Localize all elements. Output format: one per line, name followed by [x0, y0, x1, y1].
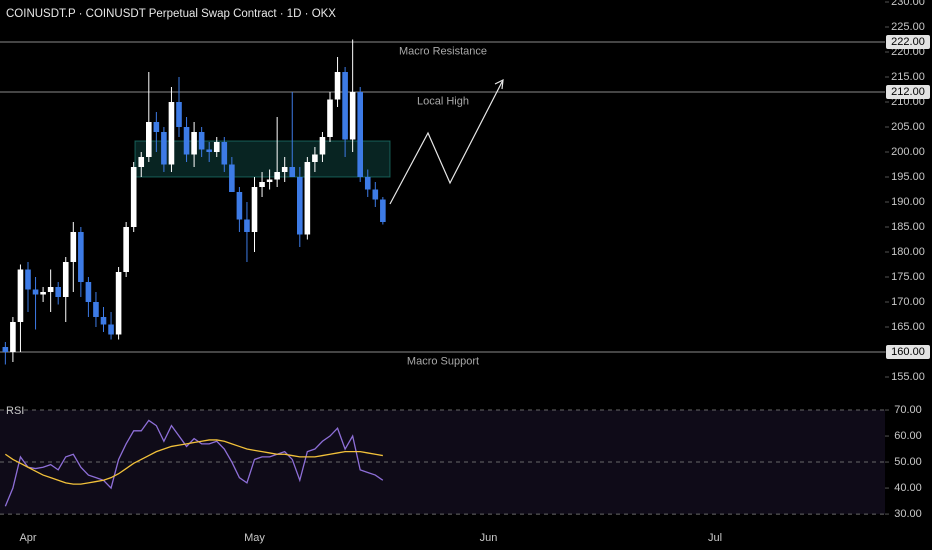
candle-body — [62, 262, 69, 297]
candle-body — [153, 122, 160, 132]
candle-body — [115, 272, 122, 335]
candle-body — [319, 137, 326, 155]
candle-body — [198, 132, 205, 150]
price-label-box — [886, 85, 930, 99]
candle-body — [17, 269, 24, 322]
candle-body — [176, 102, 182, 127]
candle-body — [221, 142, 228, 165]
y-tick-label: 190.00 — [891, 196, 925, 208]
candle-body — [10, 322, 16, 352]
y-tick-label: 225.00 — [891, 21, 925, 33]
x-tick-label: Apr — [19, 532, 36, 544]
candle-body — [236, 192, 243, 220]
candle-body — [100, 317, 107, 325]
candle-body — [289, 167, 296, 177]
y-tick-label: 40.00 — [894, 482, 922, 494]
candle-body — [78, 232, 84, 282]
candle-body — [327, 99, 333, 137]
candle-body — [55, 287, 61, 297]
candle-body — [138, 157, 145, 167]
candle-body — [130, 167, 137, 227]
candle-body — [266, 179, 273, 182]
y-tick-label: 205.00 — [891, 121, 925, 133]
y-tick-label: 175.00 — [891, 271, 925, 283]
candle-body — [108, 324, 114, 335]
candle-body — [304, 162, 311, 235]
y-tick-label: 230.00 — [891, 0, 925, 8]
candle-body — [2, 347, 9, 352]
candle-body — [312, 154, 318, 162]
rsi-line — [4, 419, 384, 507]
chart-title: COINUSDT.P · COINUSDT Perpetual Swap Con… — [6, 8, 336, 20]
y-tick-label: 200.00 — [891, 146, 925, 158]
candle-body — [206, 149, 212, 152]
layer-labels: 230.00225.00220.00215.00210.00205.00200.… — [19, 0, 930, 544]
y-tick-label: 170.00 — [891, 296, 925, 308]
y-tick-label: 215.00 — [891, 71, 925, 83]
candle-body — [251, 187, 258, 232]
candle-body — [281, 167, 288, 172]
candle-body — [297, 177, 303, 235]
candle-body — [146, 122, 152, 157]
supply-zone — [134, 140, 391, 178]
price-label: 212.00 — [891, 86, 925, 98]
y-tick-label: 50.00 — [894, 456, 922, 468]
price-label: 222.00 — [891, 36, 925, 48]
y-tick-label: 30.00 — [894, 508, 922, 520]
candle-body — [364, 177, 371, 190]
candle-body — [183, 127, 190, 155]
candle-body — [47, 287, 54, 292]
level-text: Macro Support — [407, 355, 479, 367]
x-tick-label: Jun — [480, 532, 498, 544]
candle-body — [229, 164, 235, 192]
candle-body — [372, 189, 379, 200]
candle-body — [40, 292, 46, 295]
price-label-box — [886, 345, 930, 359]
price-label-box — [886, 35, 930, 49]
candle-body — [334, 72, 341, 100]
candle-body — [85, 282, 92, 302]
candle-body — [161, 132, 167, 165]
x-tick-label: May — [244, 532, 265, 544]
candle-body — [168, 102, 175, 165]
y-tick-label: 180.00 — [891, 246, 925, 258]
y-tick-label: 185.00 — [891, 221, 925, 233]
candle-body — [357, 92, 363, 177]
layer-main — [2, 39, 386, 507]
rsi-line — [4, 439, 383, 485]
candle-body — [93, 302, 99, 317]
candle-body — [259, 182, 265, 187]
level-text: Macro Resistance — [399, 45, 487, 57]
candle-body — [123, 227, 129, 272]
rsi-title: RSI — [6, 405, 24, 417]
layer-background — [0, 41, 885, 515]
projection-arrow — [389, 79, 504, 205]
candle-body — [70, 232, 77, 262]
candle-body — [25, 269, 31, 290]
candle-body — [274, 172, 280, 180]
y-tick-label: 70.00 — [894, 404, 922, 416]
candle-body — [244, 219, 250, 232]
candle-body — [32, 289, 39, 295]
y-tick-label: 155.00 — [891, 371, 925, 383]
candle-body — [380, 199, 386, 222]
x-tick-label: Jul — [708, 532, 722, 544]
y-tick-label: 60.00 — [894, 430, 922, 442]
candle-body — [342, 72, 348, 140]
arrow-head — [494, 78, 504, 90]
price-label: 160.00 — [891, 346, 925, 358]
level-text: Local High — [417, 95, 469, 107]
y-tick-label: 195.00 — [891, 171, 925, 183]
y-tick-label: 165.00 — [891, 321, 925, 333]
candle-body — [349, 92, 356, 140]
candle-body — [213, 142, 220, 152]
candle-body — [191, 132, 197, 155]
